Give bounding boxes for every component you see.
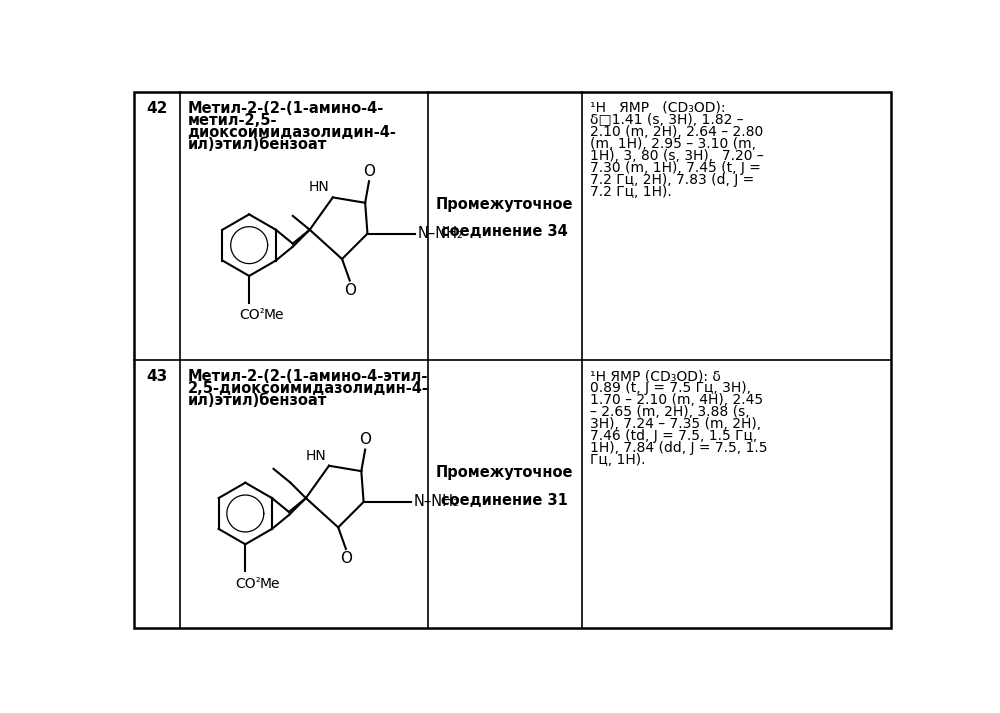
Text: ил)этил)бензоат: ил)этил)бензоат — [188, 393, 327, 408]
Text: 7.46 (td, J = 7.5, 1.5 Гц,: 7.46 (td, J = 7.5, 1.5 Гц, — [590, 429, 757, 443]
Text: ¹H ЯМР (CD₃OD): δ: ¹H ЯМР (CD₃OD): δ — [590, 369, 720, 384]
Text: диоксоимидазолидин-4-: диоксоимидазолидин-4- — [188, 125, 396, 140]
Text: HN: HN — [309, 180, 330, 195]
Text: Промежуточное: Промежуточное — [436, 197, 574, 212]
Text: 7.30 (m, 1H), 7.45 (t, J =: 7.30 (m, 1H), 7.45 (t, J = — [590, 160, 760, 175]
Text: O: O — [344, 283, 356, 298]
Text: 7.2 Гц, 2H), 7.83 (d, J =: 7.2 Гц, 2H), 7.83 (d, J = — [590, 173, 754, 187]
Text: (m, 1H), 2.95 – 3.10 (m,: (m, 1H), 2.95 – 3.10 (m, — [590, 137, 756, 150]
Text: O: O — [363, 164, 375, 179]
Text: 2,5-диоксоимидазолидин-4-: 2,5-диоксоимидазолидин-4- — [188, 381, 428, 396]
Text: 1H), 7.84 (dd, J = 7.5, 1.5: 1H), 7.84 (dd, J = 7.5, 1.5 — [590, 441, 767, 455]
Text: N–NH₂: N–NH₂ — [414, 494, 460, 509]
Text: O: O — [359, 432, 371, 447]
Text: 43: 43 — [146, 369, 167, 384]
Text: 2.10 (m, 2H), 2.64 – 2.80: 2.10 (m, 2H), 2.64 – 2.80 — [590, 125, 763, 139]
Text: N–NH₂: N–NH₂ — [418, 226, 464, 241]
Text: 1.70 – 2.10 (m, 4H), 2.45: 1.70 – 2.10 (m, 4H), 2.45 — [590, 393, 763, 407]
Text: O: O — [340, 551, 352, 566]
Text: Me: Me — [264, 308, 284, 322]
Text: 1H), 3, 80 (s, 3H),  7.20 –: 1H), 3, 80 (s, 3H), 7.20 – — [590, 149, 763, 163]
Text: соединение 34: соединение 34 — [441, 225, 568, 240]
Text: ₂: ₂ — [255, 573, 260, 583]
Text: Метил-2-(2-(1-амино-4-этил-: Метил-2-(2-(1-амино-4-этил- — [188, 369, 428, 384]
Text: ил)этил)бензоат: ил)этил)бензоат — [188, 137, 327, 152]
Text: 7.2 Гц, 1H).: 7.2 Гц, 1H). — [590, 185, 671, 198]
Text: ¹H   ЯМР   (CD₃OD):: ¹H ЯМР (CD₃OD): — [590, 101, 725, 115]
Text: HN: HN — [305, 448, 326, 463]
Text: метил-2,5-: метил-2,5- — [188, 113, 277, 128]
Text: CO: CO — [239, 308, 259, 322]
Text: CO: CO — [235, 577, 256, 590]
Text: 3H), 7.24 – 7.35 (m, 2H),: 3H), 7.24 – 7.35 (m, 2H), — [590, 417, 761, 431]
Text: δ□1.41 (s, 3H), 1.82 –: δ□1.41 (s, 3H), 1.82 – — [590, 113, 743, 127]
Text: Промежуточное: Промежуточное — [436, 466, 574, 481]
Text: соединение 31: соединение 31 — [441, 493, 568, 508]
Text: 0.89 (t, J = 7.5 Гц, 3H),: 0.89 (t, J = 7.5 Гц, 3H), — [590, 381, 750, 395]
Text: – 2.65 (m, 2H), 3.88 (s,: – 2.65 (m, 2H), 3.88 (s, — [590, 405, 749, 419]
Text: Метил-2-(2-(1-амино-4-: Метил-2-(2-(1-амино-4- — [188, 101, 384, 116]
Text: 42: 42 — [146, 101, 167, 116]
Text: Me: Me — [260, 577, 280, 590]
Text: ₂: ₂ — [259, 305, 264, 315]
Text: Гц, 1H).: Гц, 1H). — [590, 453, 645, 467]
